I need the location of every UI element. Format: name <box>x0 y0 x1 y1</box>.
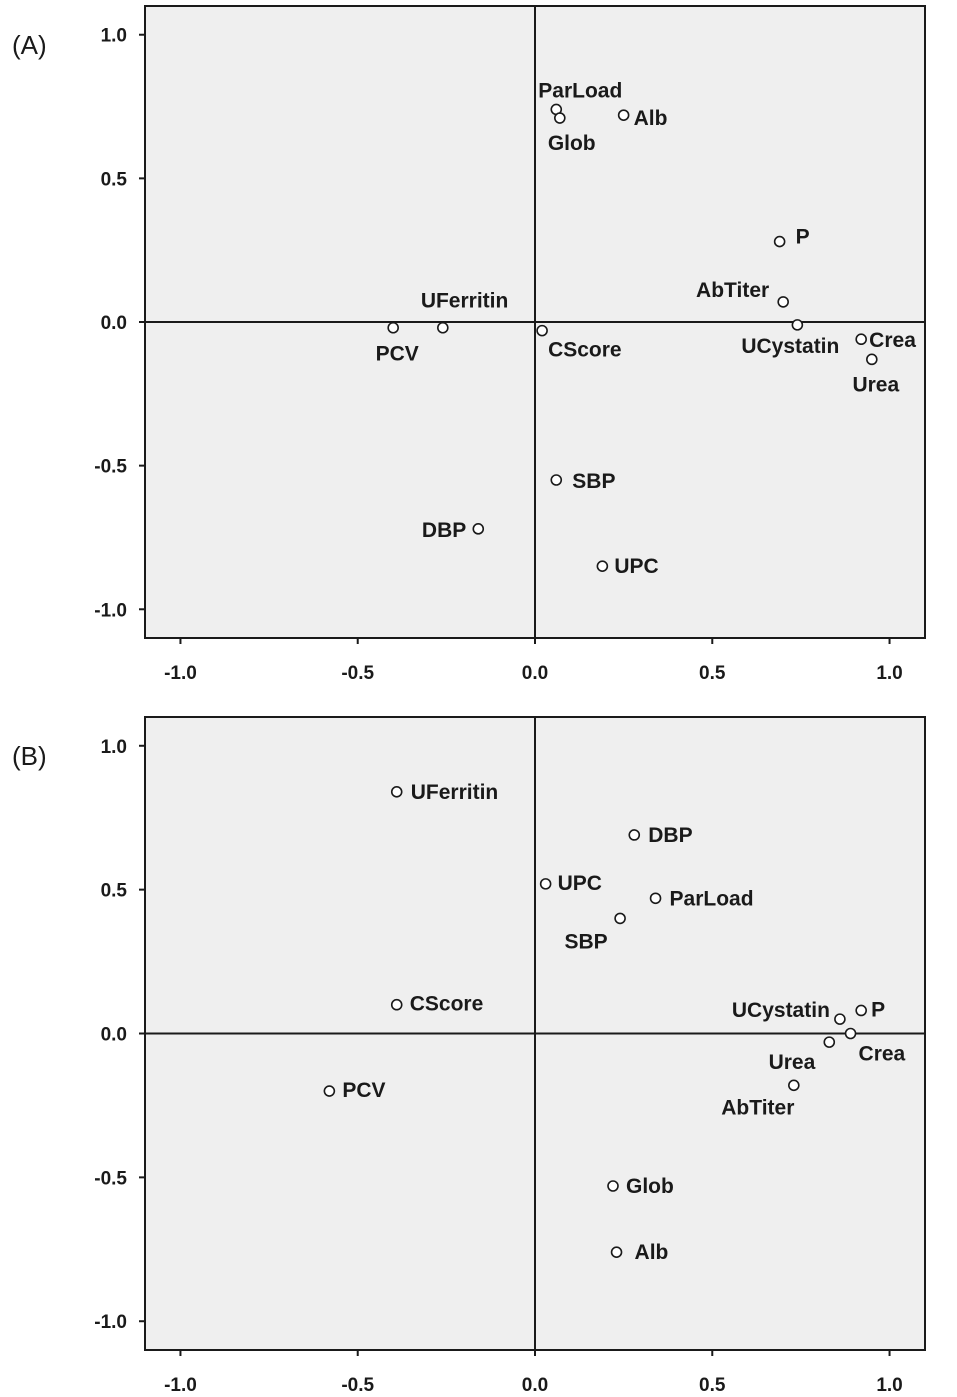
x-tick-label: -1.0 <box>164 1375 197 1396</box>
y-tick-label: -1.0 <box>94 600 127 621</box>
data-point-urea <box>866 353 878 366</box>
y-tick-label: 0.5 <box>101 881 128 902</box>
point-label-p: P <box>796 226 810 249</box>
data-point-pcv <box>387 321 399 334</box>
point-label-sbp: SBP <box>572 470 615 493</box>
y-tick-label: -0.5 <box>94 1168 127 1189</box>
y-tick-label: 1.0 <box>101 737 127 758</box>
data-point-dbp <box>628 829 641 841</box>
panel-a: (A) -1.0 -0.5 0.0 0.5 1.0 1.0 0.5 0.0 -0.5 -1.0 Par… <box>12 5 926 684</box>
point-label-abtiter: AbTiter <box>721 1096 794 1119</box>
data-point-cscore <box>536 324 548 337</box>
data-point-parload <box>649 892 662 905</box>
data-point-cscore <box>390 998 403 1011</box>
point-label-urea: Urea <box>852 373 899 396</box>
point-label-dbp: DBP <box>648 824 692 847</box>
point-label-uferritin: UFerritin <box>421 290 509 313</box>
point-label-ucystatin: UCystatin <box>732 999 830 1022</box>
x-tick-label: 1.0 <box>876 663 902 684</box>
data-point-uferritin <box>390 786 403 798</box>
data-point-alb <box>610 1246 623 1258</box>
panel-label: (B) <box>12 741 47 771</box>
x-tick-label: 0.5 <box>699 663 726 684</box>
data-point-glob <box>554 112 566 124</box>
point-label-glob: Glob <box>548 132 596 155</box>
x-tick-label: 0.5 <box>699 1375 726 1396</box>
data-point-alb <box>617 109 630 121</box>
point-label-cscore: CScore <box>548 339 622 362</box>
point-label-glob: Glob <box>626 1175 674 1198</box>
x-tick-label: 0.0 <box>522 663 548 684</box>
data-point-p <box>773 235 786 248</box>
data-point-uferritin <box>437 321 449 334</box>
data-point-pcv <box>323 1085 336 1097</box>
point-label-ucystatin: UCystatin <box>741 335 839 358</box>
point-label-uferritin: UFerritin <box>411 781 499 804</box>
point-label-cscore: CScore <box>410 993 484 1016</box>
point-label-parload: ParLoad <box>538 79 622 102</box>
point-label-urea: Urea <box>769 1051 816 1074</box>
y-tick-label: 0.0 <box>101 1025 127 1046</box>
y-tick-label: 0.5 <box>101 169 128 190</box>
point-label-abtiter: AbTiter <box>696 279 769 302</box>
point-label-parload: ParLoad <box>670 887 754 910</box>
data-point-crea <box>844 1027 857 1040</box>
y-tick-label: 1.0 <box>101 26 127 47</box>
y-tick-label: 0.0 <box>101 313 127 334</box>
point-label-crea: Crea <box>869 329 916 352</box>
y-tick-label: -1.0 <box>94 1312 127 1333</box>
data-point-ucystatin <box>791 319 804 331</box>
data-point-crea <box>855 333 867 346</box>
data-point-dbp <box>472 523 485 535</box>
point-label-alb: Alb <box>634 107 668 130</box>
point-label-pcv: PCV <box>376 343 419 366</box>
x-tick-label: -0.5 <box>341 663 374 684</box>
x-tick-label: 0.0 <box>522 1375 548 1396</box>
point-label-alb: Alb <box>635 1241 669 1264</box>
data-point-glob <box>607 1180 619 1192</box>
data-point-abtiter <box>788 1079 800 1092</box>
point-label-sbp: SBP <box>564 930 607 953</box>
data-point-ucystatin <box>834 1013 846 1025</box>
data-point-abtiter <box>777 296 789 308</box>
data-point-urea <box>823 1036 836 1048</box>
x-tick-label: 1.0 <box>876 1375 902 1396</box>
data-point-sbp <box>550 474 563 486</box>
data-point-p <box>855 1004 867 1017</box>
point-label-crea: Crea <box>859 1043 906 1066</box>
point-label-pcv: PCV <box>342 1079 385 1102</box>
panel-label: (A) <box>12 30 47 60</box>
point-label-p: P <box>871 998 885 1021</box>
point-label-upc: UPC <box>558 872 602 895</box>
x-tick-label: -1.0 <box>164 663 197 684</box>
point-label-upc: UPC <box>614 555 658 578</box>
panel-b: (B) -1.0 -0.5 0.0 0.5 1.0 1.0 0.5 0.0 -0.5 -1.0 UFe… <box>12 716 926 1396</box>
data-point-upc <box>539 878 552 890</box>
point-label-dbp: DBP <box>422 519 466 542</box>
x-tick-label: -0.5 <box>341 1375 374 1396</box>
data-point-upc <box>596 560 609 572</box>
y-tick-label: -0.5 <box>94 457 127 478</box>
data-point-sbp <box>614 912 626 925</box>
